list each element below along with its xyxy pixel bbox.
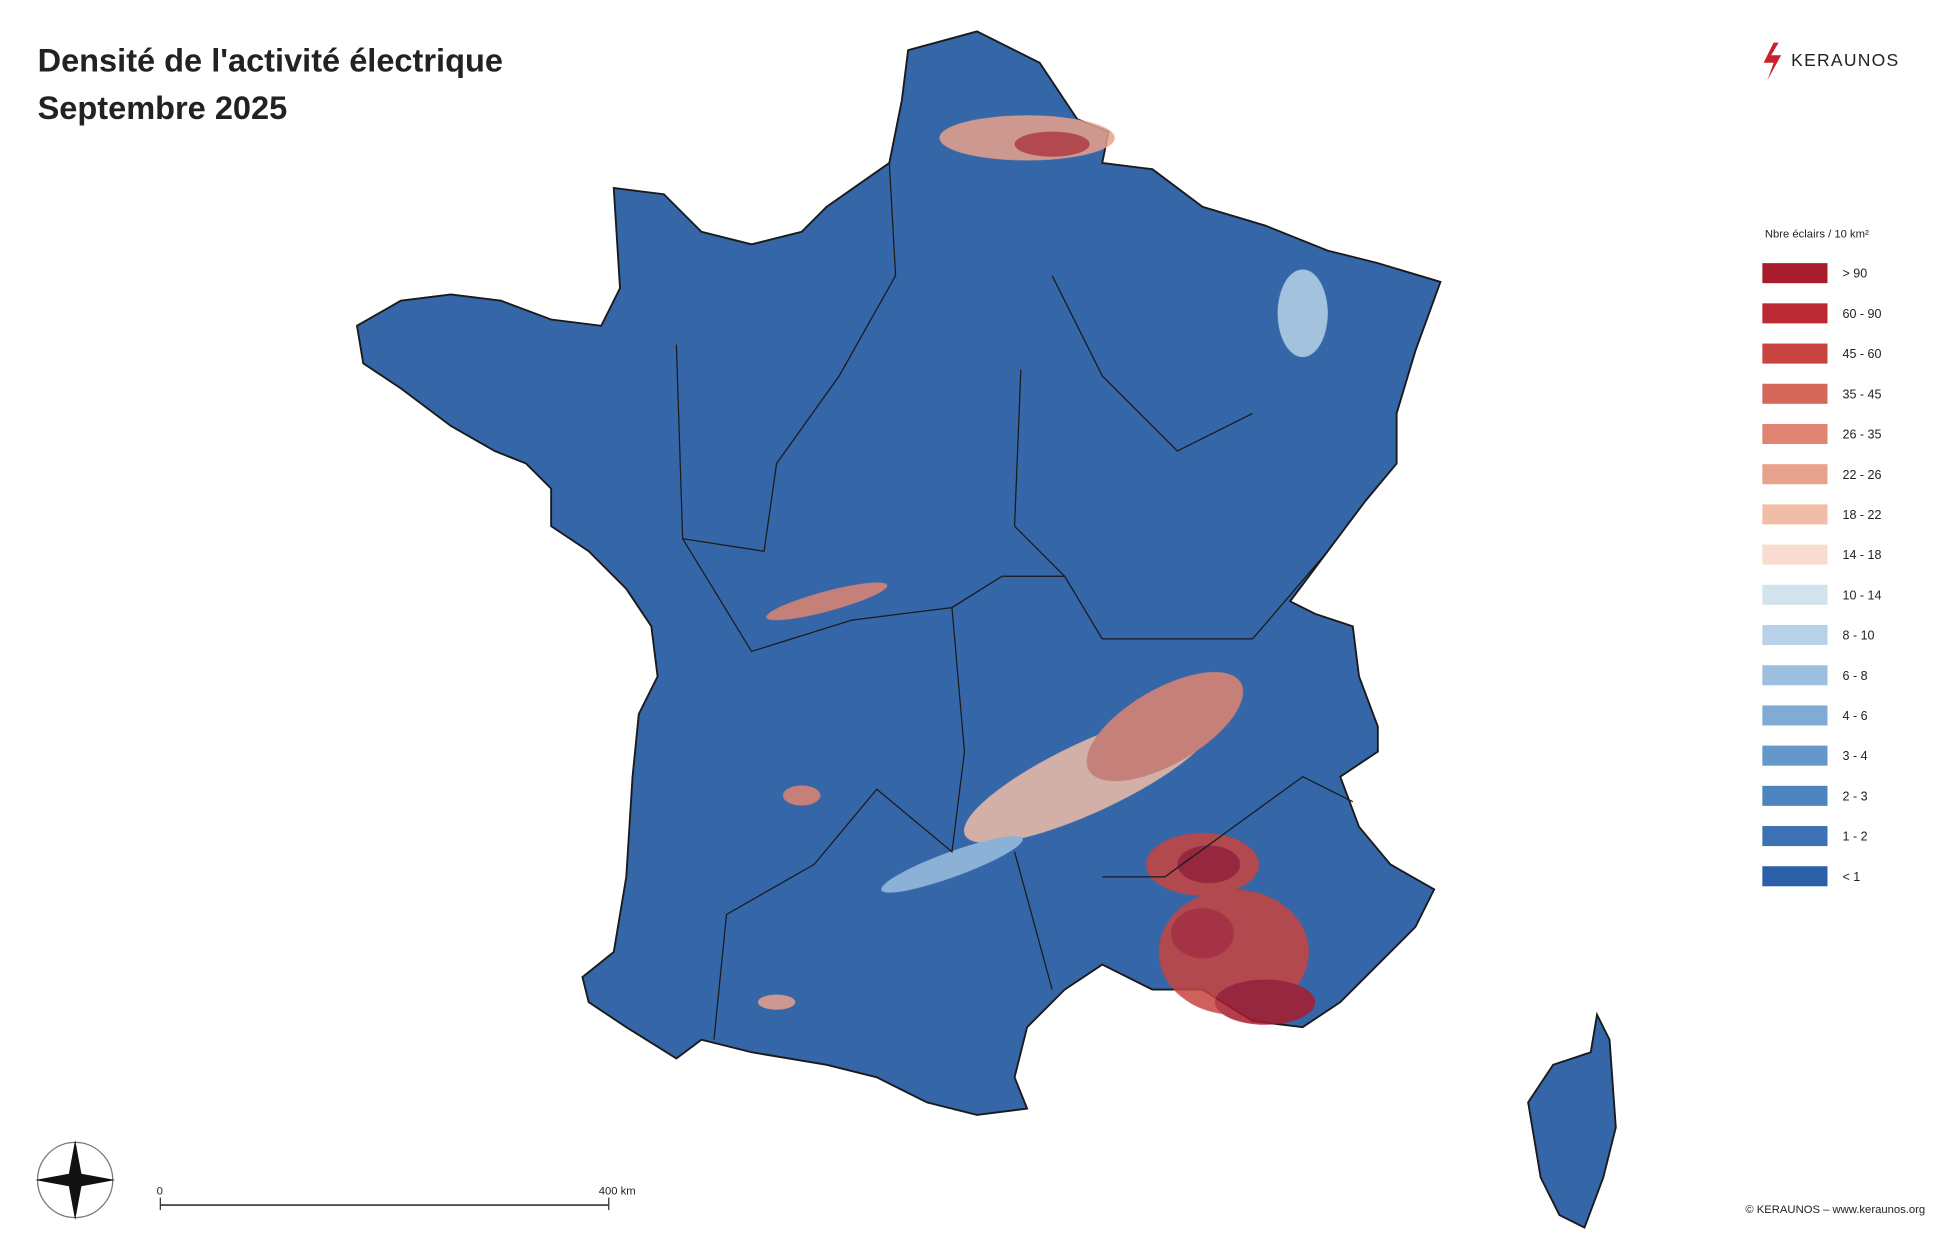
legend-swatch (1762, 423, 1828, 445)
legend-label: 26 - 35 (1843, 428, 1882, 442)
legend-swatch (1762, 705, 1828, 726)
legend-swatch (1762, 866, 1828, 887)
subtitle: Septembre 2025 (38, 90, 288, 126)
legend-title: Nbre éclairs / 10 km² (1765, 228, 1869, 240)
title: Densité de l'activité électrique (38, 42, 503, 78)
legend-swatch (1762, 745, 1828, 766)
legend-swatch (1762, 544, 1828, 565)
legend-label: 3 - 4 (1843, 749, 1868, 763)
legend-label: 14 - 18 (1843, 548, 1882, 562)
legend-swatch (1762, 504, 1828, 525)
legend-swatch (1762, 665, 1828, 686)
legend-swatch (1762, 303, 1828, 324)
legend-label: 4 - 6 (1843, 709, 1868, 723)
legend-label: 2 - 3 (1843, 789, 1868, 803)
france-map (355, 30, 1617, 1229)
legend-swatch (1762, 584, 1828, 605)
logo-icon (1763, 42, 1782, 81)
activity-zones (757, 115, 1328, 1025)
scale-start: 0 (157, 1185, 163, 1197)
legend-label: 1 - 2 (1843, 830, 1868, 844)
legend-label: > 90 (1843, 267, 1868, 281)
legend-swatch (1762, 383, 1828, 404)
legend-swatch (1762, 785, 1828, 806)
legend-label: 8 - 10 (1843, 629, 1875, 643)
logo: KERAUNOS (1791, 50, 1899, 70)
legend-label: 18 - 22 (1843, 508, 1882, 522)
legend-label: 45 - 60 (1843, 347, 1882, 361)
copyright: © KERAUNOS – www.keraunos.org (1745, 1204, 1925, 1216)
legend-label: < 1 (1843, 870, 1861, 884)
region-borders (675, 162, 1354, 1040)
legend-swatch (1762, 826, 1828, 847)
compass (35, 1139, 116, 1221)
legend-label: 10 - 14 (1843, 588, 1882, 602)
legend-swatch (1762, 625, 1828, 646)
legend-label: 22 - 26 (1843, 468, 1882, 482)
legend: > 90 60 - 90 45 - 60 35 - 45 26 - 35 22 - 26 1… (1762, 263, 1882, 887)
scale-end: 400 km (599, 1185, 636, 1197)
corsica (1527, 1011, 1617, 1229)
legend-swatch (1762, 263, 1828, 284)
legend-swatch (1762, 464, 1828, 485)
legend-label: 60 - 90 (1843, 307, 1882, 321)
legend-label: 6 - 8 (1843, 669, 1868, 683)
legend-label: 35 - 45 (1843, 387, 1882, 401)
legend-swatch (1762, 343, 1828, 364)
